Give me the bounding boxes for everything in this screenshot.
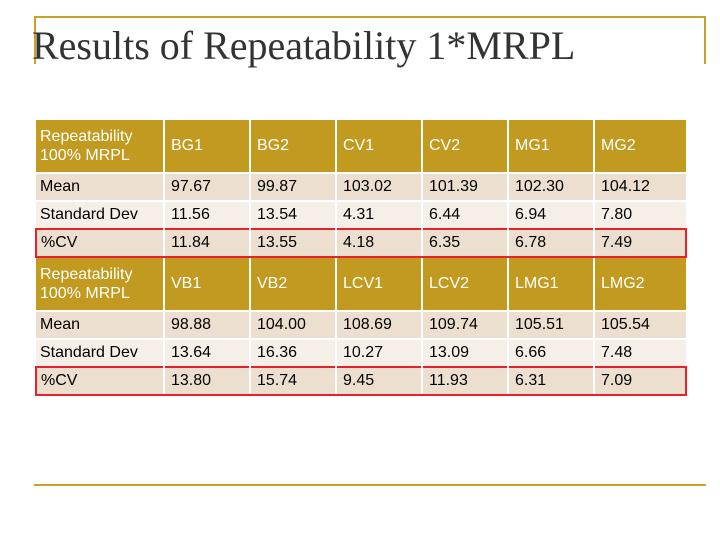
row-label: Mean bbox=[36, 310, 164, 339]
value-cell: 7.80 bbox=[593, 200, 686, 229]
header-cell: VB1 bbox=[163, 256, 250, 311]
value-cell: 6.44 bbox=[421, 200, 508, 229]
header-cell: BG2 bbox=[249, 118, 336, 173]
table-row-cv-highlighted: %CV 11.84 13.55 4.18 6.35 6.78 7.49 bbox=[35, 228, 687, 258]
left-accent-line bbox=[34, 16, 36, 64]
repeatability-results-table: Repeatability 100% MRPL BG1 BG2 CV1 CV2 … bbox=[35, 118, 687, 396]
right-accent-line bbox=[704, 16, 706, 64]
value-cell: 13.64 bbox=[163, 338, 250, 367]
header-cell: LMG2 bbox=[593, 256, 686, 311]
value-cell: 108.69 bbox=[335, 310, 422, 339]
top-accent-line bbox=[34, 16, 706, 18]
value-cell: 4.31 bbox=[335, 200, 422, 229]
table-row-mean: Mean 98.88 104.00 108.69 109.74 105.51 1… bbox=[36, 310, 686, 339]
value-cell: 102.30 bbox=[507, 172, 594, 201]
header-label: Repeatability 100% MRPL bbox=[36, 256, 164, 311]
row-label: Standard Dev bbox=[36, 200, 164, 229]
value-cell: 98.88 bbox=[163, 310, 250, 339]
value-cell: 13.54 bbox=[249, 200, 336, 229]
header-cell: CV1 bbox=[335, 118, 422, 173]
value-cell: 13.09 bbox=[421, 338, 508, 367]
value-cell: 104.12 bbox=[593, 172, 686, 201]
value-cell: 4.18 bbox=[335, 228, 422, 258]
value-cell: 6.94 bbox=[507, 200, 594, 229]
table-row-mean: Mean 97.67 99.87 103.02 101.39 102.30 10… bbox=[36, 172, 686, 201]
value-cell: 11.93 bbox=[421, 366, 508, 396]
value-cell: 13.80 bbox=[163, 366, 250, 396]
row-label: %CV bbox=[35, 366, 164, 396]
header-label: Repeatability 100% MRPL bbox=[36, 118, 164, 173]
value-cell: 7.09 bbox=[593, 366, 687, 396]
value-cell: 6.66 bbox=[507, 338, 594, 367]
value-cell: 105.54 bbox=[593, 310, 686, 339]
value-cell: 11.84 bbox=[163, 228, 250, 258]
value-cell: 105.51 bbox=[507, 310, 594, 339]
table-row-standard-dev: Standard Dev 11.56 13.54 4.31 6.44 6.94 … bbox=[36, 200, 686, 229]
header-cell: LCV2 bbox=[421, 256, 508, 311]
value-cell: 13.55 bbox=[249, 228, 336, 258]
header-cell: LCV1 bbox=[335, 256, 422, 311]
header-cell: MG2 bbox=[593, 118, 686, 173]
header-cell: CV2 bbox=[421, 118, 508, 173]
value-cell: 104.00 bbox=[249, 310, 336, 339]
header-cell: VB2 bbox=[249, 256, 336, 311]
header-row-1: Repeatability 100% MRPL BG1 BG2 CV1 CV2 … bbox=[36, 118, 686, 173]
value-cell: 10.27 bbox=[335, 338, 422, 367]
header-cell: LMG1 bbox=[507, 256, 594, 311]
bottom-accent-line bbox=[34, 484, 706, 486]
row-label: Standard Dev bbox=[36, 338, 164, 367]
value-cell: 6.35 bbox=[421, 228, 508, 258]
row-label: %CV bbox=[35, 228, 164, 258]
header-cell: MG1 bbox=[507, 118, 594, 173]
value-cell: 103.02 bbox=[335, 172, 422, 201]
value-cell: 6.78 bbox=[507, 228, 594, 258]
row-label: Mean bbox=[36, 172, 164, 201]
value-cell: 7.48 bbox=[593, 338, 686, 367]
table-row-standard-dev: Standard Dev 13.64 16.36 10.27 13.09 6.6… bbox=[36, 338, 686, 367]
value-cell: 6.31 bbox=[507, 366, 594, 396]
value-cell: 11.56 bbox=[163, 200, 250, 229]
header-cell: BG1 bbox=[163, 118, 250, 173]
value-cell: 16.36 bbox=[249, 338, 336, 367]
value-cell: 99.87 bbox=[249, 172, 336, 201]
value-cell: 97.67 bbox=[163, 172, 250, 201]
value-cell: 9.45 bbox=[335, 366, 422, 396]
table-row-cv-highlighted: %CV 13.80 15.74 9.45 11.93 6.31 7.09 bbox=[35, 366, 687, 396]
slide-title: Results of Repeatability 1*MRPL bbox=[32, 23, 576, 68]
value-cell: 101.39 bbox=[421, 172, 508, 201]
value-cell: 109.74 bbox=[421, 310, 508, 339]
header-row-2: Repeatability 100% MRPL VB1 VB2 LCV1 LCV… bbox=[36, 256, 686, 311]
value-cell: 7.49 bbox=[593, 228, 687, 258]
value-cell: 15.74 bbox=[249, 366, 336, 396]
